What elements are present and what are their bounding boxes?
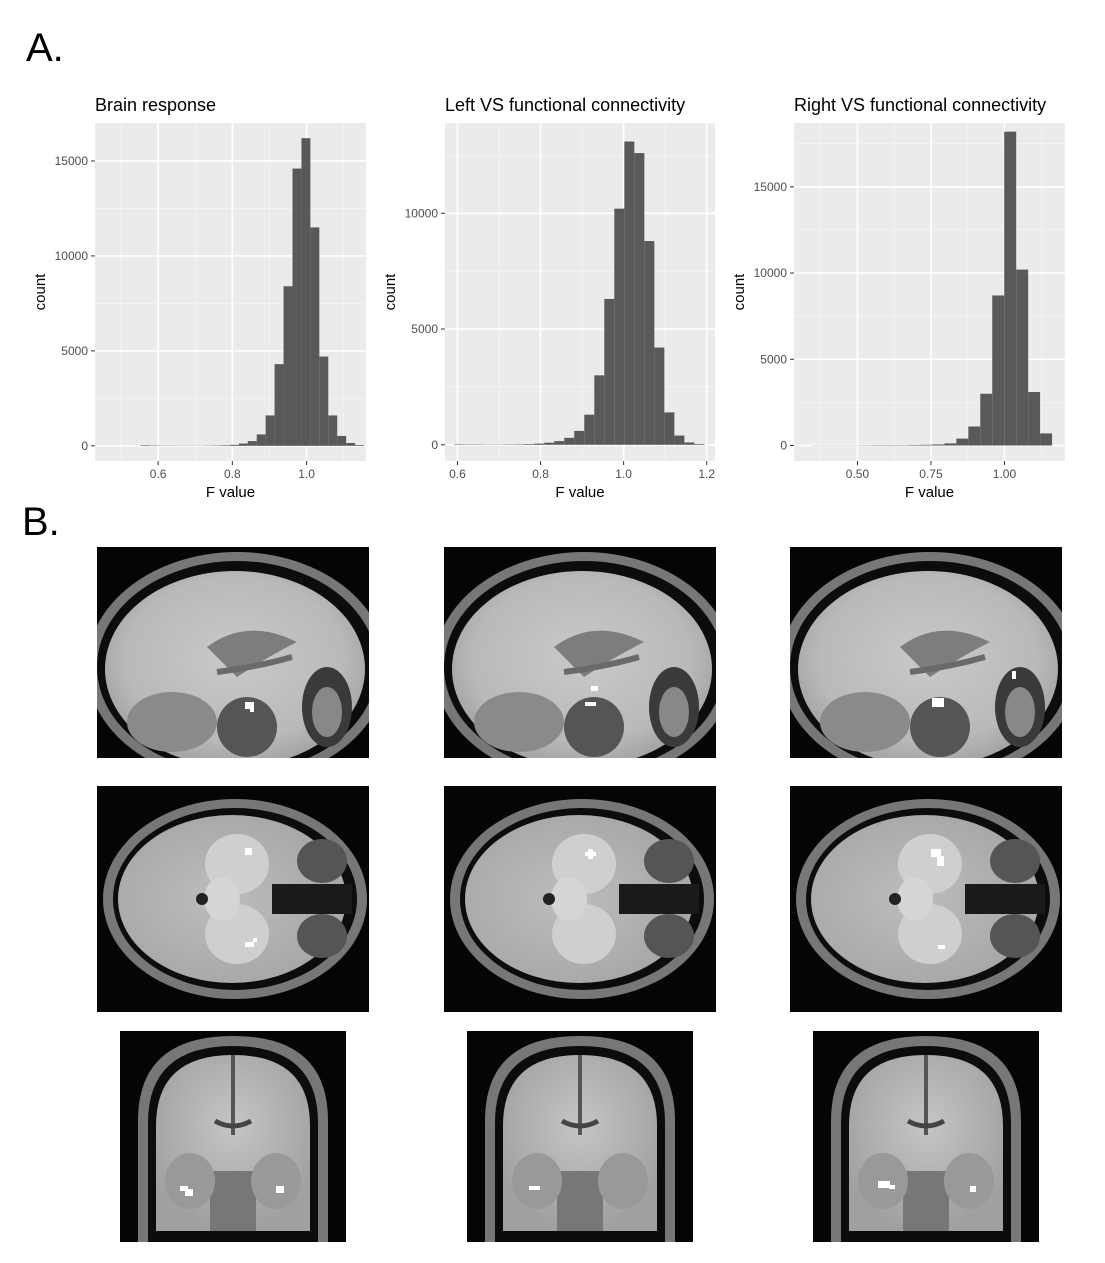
histogram-bar bbox=[654, 347, 665, 445]
panel-label-a: A. bbox=[26, 26, 64, 70]
histogram-bar bbox=[584, 414, 595, 445]
brain-sagittal-right-vs bbox=[790, 547, 1062, 758]
y-tick-label: 0 bbox=[81, 439, 88, 453]
chart-svg-left-vs: 0.6 0.8 1.0 1.2 0 5000 10000 F value count bbox=[382, 123, 715, 501]
histogram-bar bbox=[594, 375, 605, 445]
histogram-bar bbox=[624, 141, 635, 445]
histogram-bar bbox=[684, 442, 695, 445]
x-tick-label: 0.8 bbox=[224, 467, 241, 481]
histogram-bar bbox=[908, 444, 921, 446]
histogram-bar bbox=[337, 435, 347, 446]
brain-sagittal-left-vs bbox=[444, 547, 716, 758]
x-tick-label: 1.00 bbox=[993, 467, 1017, 481]
histogram-bar bbox=[1040, 433, 1053, 446]
histogram-bar bbox=[238, 443, 248, 446]
y-tick-label: 5000 bbox=[411, 322, 438, 336]
histogram-bar bbox=[140, 445, 150, 446]
histogram-bar bbox=[328, 415, 338, 446]
y-tick-label: 10000 bbox=[405, 206, 439, 220]
histogram-bar bbox=[346, 442, 356, 446]
histogram-bar bbox=[544, 442, 555, 445]
brain-axial-left-vs bbox=[444, 786, 716, 1012]
y-axis-title: count bbox=[32, 273, 49, 311]
brain-axial-brain-response bbox=[97, 786, 369, 1012]
histogram-bar bbox=[664, 412, 675, 445]
histogram-bar bbox=[274, 364, 284, 446]
chart-title-left-vs: Left VS functional connectivity bbox=[445, 95, 686, 115]
y-tick-label: 10000 bbox=[754, 266, 788, 280]
histogram-bar bbox=[634, 153, 645, 445]
chart-svg-brain-response: 0.6 0.8 1.0 0 5000 10000 15000 F value count bbox=[32, 123, 366, 501]
histogram-bar bbox=[301, 138, 311, 446]
histogram-bar bbox=[554, 441, 565, 445]
histogram-bar bbox=[932, 444, 945, 446]
x-axis-title: F value bbox=[555, 484, 604, 501]
brain-coronal-right-vs bbox=[813, 1031, 1039, 1242]
histogram-bar bbox=[292, 168, 302, 446]
x-tick-label: 0.50 bbox=[846, 467, 870, 481]
histogram-bar bbox=[265, 415, 275, 446]
histogram-bar bbox=[355, 445, 365, 446]
y-tick-label: 15000 bbox=[754, 180, 788, 194]
histogram-bar bbox=[229, 444, 239, 446]
x-axis-title: F value bbox=[905, 484, 954, 501]
x-tick-label: 0.8 bbox=[532, 467, 549, 481]
y-tick-label: 5000 bbox=[61, 344, 88, 358]
brain-sagittal-brain-response bbox=[97, 547, 369, 758]
histogram-bar bbox=[644, 241, 655, 445]
histogram-bar bbox=[992, 295, 1005, 446]
histogram-bar bbox=[944, 443, 957, 446]
histogram-bar bbox=[968, 426, 981, 446]
histogram-bar bbox=[247, 441, 257, 446]
brain-coronal-brain-response bbox=[120, 1031, 346, 1242]
x-tick-label: 1.0 bbox=[298, 467, 315, 481]
histogram-bar bbox=[956, 438, 969, 446]
histogram-bar bbox=[310, 227, 320, 446]
histogram-bar bbox=[524, 444, 535, 445]
x-axis-title: F value bbox=[206, 484, 255, 501]
histogram-bar bbox=[220, 445, 230, 446]
brain-axial-right-vs bbox=[790, 786, 1062, 1012]
histogram-bar bbox=[980, 393, 993, 446]
histogram-bar bbox=[1016, 269, 1029, 446]
x-tick-label: 0.6 bbox=[449, 467, 466, 481]
x-tick-label: 0.6 bbox=[150, 467, 167, 481]
y-axis-title: count bbox=[731, 273, 748, 311]
plot-panel-left-vs bbox=[445, 123, 715, 461]
panel-label-b: B. bbox=[22, 500, 60, 544]
histogram-bar bbox=[319, 356, 329, 446]
y-axis-title: count bbox=[382, 273, 399, 311]
histogram-bar bbox=[674, 435, 685, 445]
histogram-bar bbox=[574, 430, 585, 445]
histogram-bar bbox=[256, 434, 266, 446]
chart-title-right-vs: Right VS functional connectivity bbox=[794, 95, 1047, 115]
histogram-bar bbox=[534, 443, 545, 445]
x-tick-label: 1.0 bbox=[615, 467, 632, 481]
chart-svg-right-vs: 0.50 0.75 1.00 0 5000 10000 15000 F value count bbox=[731, 123, 1065, 501]
y-tick-label: 5000 bbox=[760, 352, 787, 366]
histogram-bar bbox=[694, 444, 705, 445]
chart-title-brain-response: Brain response bbox=[95, 95, 217, 115]
histogram-bar bbox=[604, 298, 615, 445]
x-tick-label: 1.2 bbox=[698, 467, 715, 481]
histogram-bar bbox=[283, 286, 293, 446]
x-tick-label: 0.75 bbox=[919, 467, 943, 481]
histogram-bar bbox=[614, 208, 625, 445]
y-tick-label: 0 bbox=[780, 438, 787, 452]
y-tick-label: 15000 bbox=[55, 154, 89, 168]
y-tick-label: 0 bbox=[431, 438, 438, 452]
histogram-bar bbox=[1028, 392, 1041, 446]
brain-coronal-left-vs bbox=[467, 1031, 693, 1242]
histogram-bar bbox=[1004, 131, 1017, 446]
histogram-bar bbox=[920, 444, 933, 446]
histogram-bar bbox=[564, 437, 575, 445]
y-tick-label: 10000 bbox=[55, 249, 89, 263]
